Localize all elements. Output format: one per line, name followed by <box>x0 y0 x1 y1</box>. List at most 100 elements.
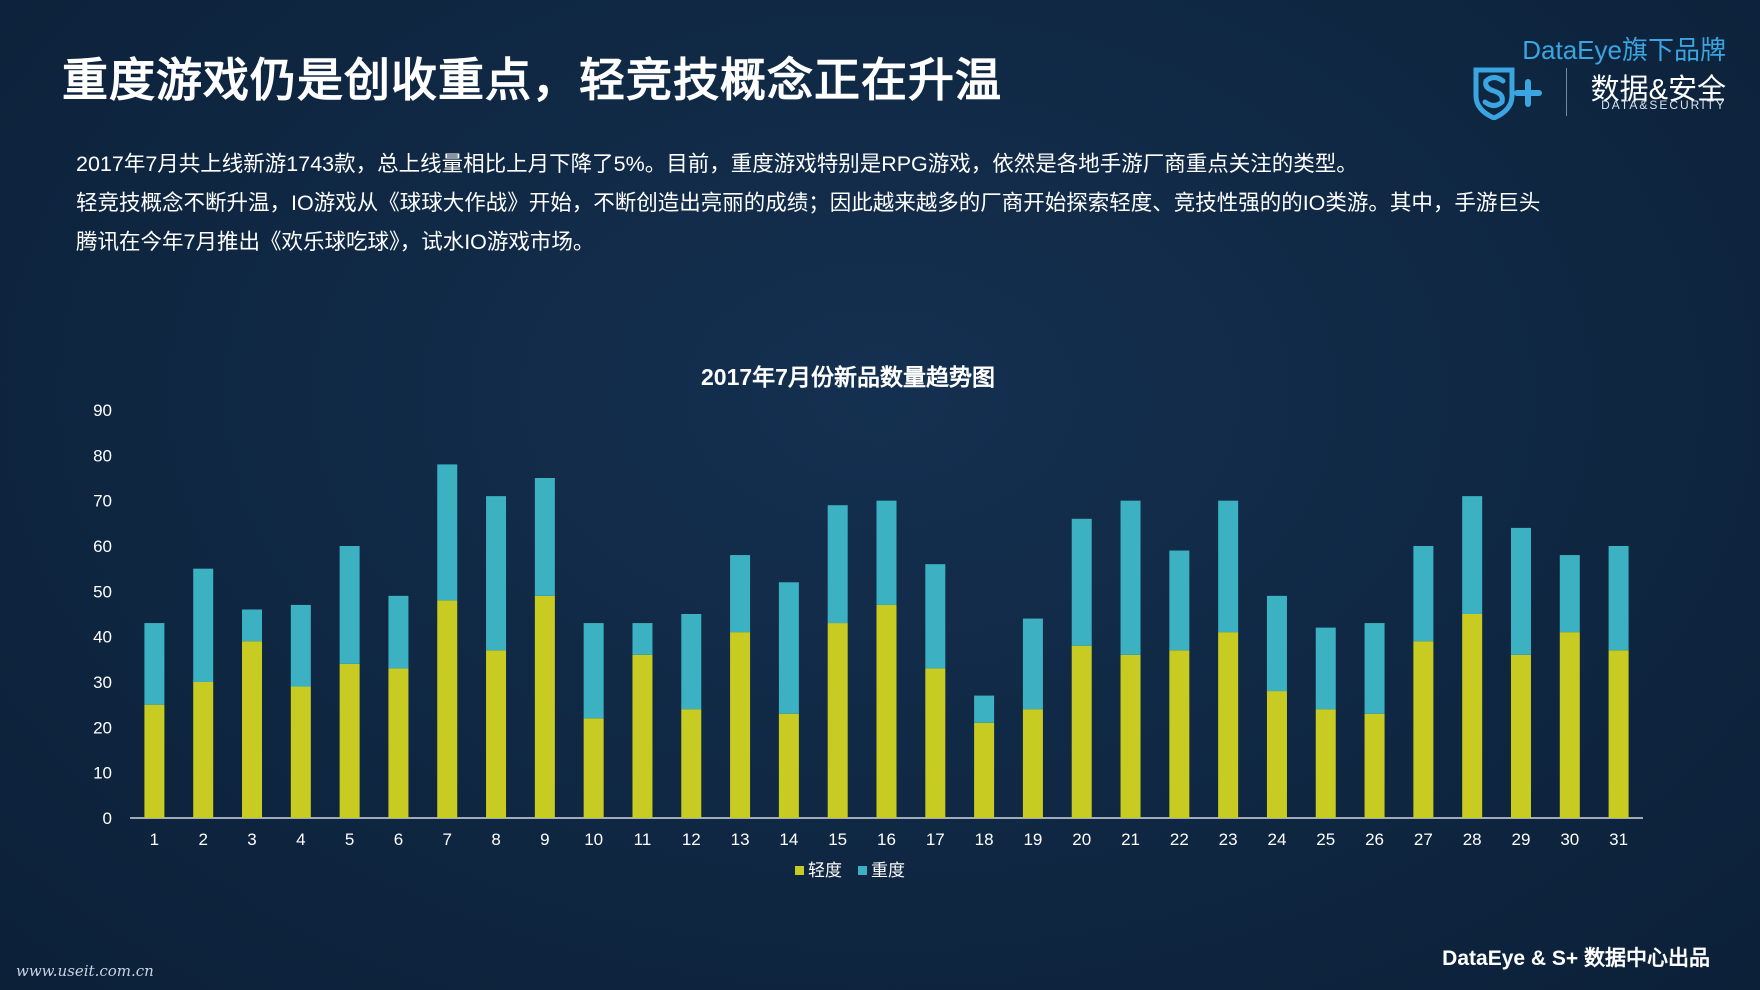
chart-title: 2017年7月份新品数量趋势图 <box>701 364 995 390</box>
legend-swatch-heavy <box>858 866 867 875</box>
bar-segment-light <box>1266 691 1287 818</box>
bar-segment-heavy <box>974 695 995 723</box>
bar-segment-heavy <box>925 564 946 669</box>
x-tick-label: 14 <box>779 830 798 849</box>
bar-segment-light <box>1608 650 1629 818</box>
x-tick-label: 19 <box>1023 830 1042 849</box>
x-tick-label: 22 <box>1170 830 1189 849</box>
bar-segment-light <box>1218 632 1239 818</box>
bar-segment-light <box>339 663 360 818</box>
bar-segment-light <box>193 682 214 818</box>
bar-segment-light <box>1364 713 1385 818</box>
legend-label: 重度 <box>871 861 905 880</box>
bar-segment-heavy <box>1022 618 1043 710</box>
bar-segment-heavy <box>437 464 458 601</box>
brand-divider <box>1566 68 1567 116</box>
bar-segment-light <box>1315 709 1336 818</box>
bar-segment-light <box>632 654 653 818</box>
bar-segment-light <box>242 641 263 818</box>
bar-segment-light <box>290 686 311 818</box>
bar-segment-light <box>730 632 751 818</box>
bar-segment-heavy <box>1315 627 1336 710</box>
bar-segment-light <box>486 650 507 818</box>
x-tick-label: 31 <box>1609 830 1628 849</box>
bar-segment-heavy <box>1120 500 1141 655</box>
x-tick-label: 28 <box>1463 830 1482 849</box>
bar-segment-heavy <box>193 568 214 682</box>
y-tick-label: 90 <box>93 401 112 420</box>
brand-block: DataEye旗下品牌 数据&安全 DATA&SECURITY <box>1466 30 1726 120</box>
bar-segment-heavy <box>681 614 702 710</box>
description-line-1: 2017年7月共上线新游1743款，总上线量相比上月下降了5%。目前，重度游戏特… <box>76 152 1358 176</box>
bar-segment-heavy <box>1169 550 1190 651</box>
x-tick-label: 21 <box>1121 830 1140 849</box>
bar-segment-heavy <box>534 478 555 596</box>
bar-segment-light <box>1120 654 1141 818</box>
bar-segment-heavy <box>730 555 751 633</box>
x-tick-label: 17 <box>926 830 945 849</box>
bar-segment-heavy <box>1510 527 1531 655</box>
shield-s-plus-logo-icon <box>1473 67 1542 120</box>
x-tick-label: 13 <box>731 830 750 849</box>
x-tick-label: 11 <box>634 830 652 849</box>
description-line-2: 轻竞技概念不断升温，IO游戏从《球球大作战》开始，不断创造出亮丽的成绩；因此越来… <box>76 191 1541 215</box>
x-tick-label: 27 <box>1414 830 1433 849</box>
bar-segment-heavy <box>1559 555 1580 633</box>
bar-segment-light <box>925 668 946 818</box>
bar-segment-light <box>583 718 604 818</box>
bar-segment-light <box>1169 650 1190 818</box>
bar-segment-heavy <box>486 496 507 651</box>
y-tick-label: 0 <box>103 809 112 828</box>
x-tick-label: 8 <box>491 830 500 849</box>
x-tick-label: 25 <box>1316 830 1335 849</box>
bar-segment-heavy <box>876 500 897 605</box>
bar-segment-light <box>1510 654 1531 818</box>
bar-segment-light <box>1413 641 1434 818</box>
legend-swatch-light <box>795 866 804 875</box>
bar-segment-light <box>534 595 555 818</box>
bar-segment-light <box>144 704 165 818</box>
bar-segment-heavy <box>339 546 360 664</box>
bar-segment-heavy <box>1608 546 1629 651</box>
footer-credit: DataEye & S+ 数据中心出品 <box>1442 947 1710 970</box>
bar-segment-light <box>388 668 409 818</box>
page-title: 重度游戏仍是创收重点，轻竞技概念正在升温 <box>62 54 1002 106</box>
bar-segment-light <box>827 623 848 818</box>
bar-segment-heavy <box>1266 595 1287 692</box>
x-tick-label: 30 <box>1560 830 1579 849</box>
y-tick-label: 70 <box>93 492 112 511</box>
bar-segment-heavy <box>778 582 799 714</box>
bar-segment-heavy <box>144 623 165 705</box>
x-tick-label: 6 <box>394 830 403 849</box>
bar-segment-heavy <box>290 604 311 687</box>
y-tick-label: 60 <box>93 537 112 556</box>
bar-segment-light <box>1071 645 1092 818</box>
x-tick-label: 4 <box>296 830 305 849</box>
bar-segment-heavy <box>583 623 604 719</box>
bar-segment-heavy <box>1218 500 1239 633</box>
bar-segment-heavy <box>1413 546 1434 642</box>
y-tick-label: 40 <box>93 628 112 647</box>
x-tick-label: 20 <box>1072 830 1091 849</box>
y-tick-label: 50 <box>93 582 112 601</box>
bar-segment-light <box>1022 709 1043 818</box>
x-tick-label: 24 <box>1267 830 1286 849</box>
x-tick-label: 29 <box>1512 830 1531 849</box>
bar-segment-light <box>778 713 799 818</box>
x-tick-label: 23 <box>1219 830 1238 849</box>
bar-segment-heavy <box>242 609 263 642</box>
x-tick-label: 26 <box>1365 830 1384 849</box>
x-tick-label: 5 <box>345 830 354 849</box>
y-tick-label: 20 <box>93 718 112 737</box>
brand-tagline: DataEye旗下品牌 <box>1522 35 1726 65</box>
bar-segment-heavy <box>632 623 653 655</box>
brand-name-cn: 数据&安全 <box>1590 74 1726 106</box>
watermark-text: www.useit.com.cn <box>16 962 154 980</box>
bar-segment-heavy <box>1364 623 1385 714</box>
x-tick-label: 2 <box>198 830 207 849</box>
x-tick-label: 10 <box>584 830 603 849</box>
bar-segment-light <box>974 722 995 818</box>
bar-segment-light <box>437 600 458 818</box>
x-tick-label: 18 <box>975 830 994 849</box>
